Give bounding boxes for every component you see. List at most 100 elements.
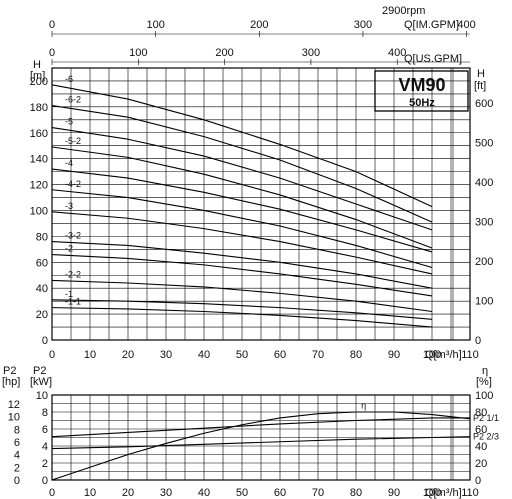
- imp-gpm-tick-label: 100: [146, 19, 164, 31]
- x-tick-label: 50: [236, 349, 248, 361]
- x-tick-label: 0: [49, 349, 55, 361]
- p2-hp-label: P2: [3, 365, 16, 377]
- x-tick-label: 80: [350, 487, 362, 499]
- p2-hp-unit: [hp]: [2, 376, 20, 388]
- x-tick-label: 40: [198, 349, 210, 361]
- top-axis-imp-label: Q[IM.GPM]: [404, 19, 459, 31]
- imp-gpm-tick-label: 400: [457, 19, 475, 31]
- y-tick-label: 120: [30, 180, 48, 192]
- eta-tick-label: 0: [475, 475, 481, 487]
- head-curve: [51, 307, 433, 328]
- hp-tick-label: 8: [14, 424, 20, 436]
- x-tick-label: 100: [423, 487, 441, 499]
- x-tick-label: 40: [198, 487, 210, 499]
- head-curve-label: -4-2: [65, 179, 81, 189]
- head-curve: [51, 146, 433, 249]
- eta-tick-label: 20: [475, 458, 487, 470]
- imp-gpm-tick-label: 300: [354, 19, 372, 31]
- kw-tick-label: 8: [42, 407, 48, 419]
- x-axis-label-lower: Q[m³/h]: [425, 487, 462, 499]
- x-tick-label: 70: [312, 349, 324, 361]
- us-gpm-tick-label: 100: [129, 47, 147, 59]
- head-curve-label: -1-1: [65, 297, 81, 307]
- head-curve-label: -6: [65, 74, 73, 84]
- x-axis-label-upper: Q[m³/h]: [425, 349, 462, 361]
- y-tick-label: 140: [30, 154, 48, 166]
- y-tick-label: 200: [30, 76, 48, 88]
- y-right-tick-label: 0: [475, 335, 481, 347]
- head-curve-label: -2: [65, 244, 73, 254]
- eta-tick-label: 100: [475, 390, 493, 402]
- eta-unit: [%]: [476, 376, 492, 388]
- hp-tick-label: 0: [14, 475, 20, 487]
- us-gpm-tick-label: 300: [302, 47, 320, 59]
- imp-gpm-tick-label: 0: [49, 19, 55, 31]
- x-tick-label: 90: [388, 487, 400, 499]
- kw-tick-label: 2: [42, 458, 48, 470]
- x-tick-label: 0: [49, 487, 55, 499]
- us-gpm-tick-label: 0: [49, 47, 55, 59]
- y-tick-label: 20: [36, 309, 48, 321]
- head-curve: [51, 84, 433, 208]
- us-gpm-tick-label: 400: [388, 47, 406, 59]
- kw-tick-label: 4: [42, 441, 48, 453]
- hp-tick-label: 6: [14, 437, 20, 449]
- top-axis-us-label: Q[US.GPM]: [404, 53, 462, 65]
- y-right-label: H: [477, 68, 485, 80]
- head-curve-label: -5: [65, 117, 73, 127]
- x-tick-label: 30: [160, 349, 172, 361]
- eta-tick-label: 40: [475, 441, 487, 453]
- head-curve-label: -3-2: [65, 231, 81, 241]
- y-tick-label: 160: [30, 128, 48, 140]
- p2-kw-label: P2: [33, 365, 46, 377]
- head-curve-label: -1: [65, 289, 73, 299]
- power-curve: [51, 436, 471, 450]
- y-right-tick-label: 500: [475, 138, 493, 150]
- head-curve: [51, 127, 433, 231]
- x-tick-label: 10: [84, 349, 96, 361]
- chart-subtitle: 50Hz: [409, 97, 435, 109]
- head-curve: [51, 279, 433, 313]
- y-tick-label: 100: [30, 205, 48, 217]
- y-right-tick-label: 200: [475, 256, 493, 268]
- hp-tick-label: 12: [8, 399, 20, 411]
- power-chart-frame: [51, 394, 471, 481]
- head-chart-frame: [51, 67, 471, 341]
- kw-tick-label: 6: [42, 424, 48, 436]
- y-right-unit: [ft]: [474, 80, 486, 92]
- head-curve-label: -6-2: [65, 95, 81, 105]
- x-tick-label: 110: [461, 349, 479, 361]
- x-tick-label: 10: [84, 487, 96, 499]
- chart-title: VM90: [398, 75, 445, 95]
- y-right-tick-label: 100: [475, 296, 493, 308]
- series-label: P2 1/1: [473, 413, 499, 423]
- power-curve: [51, 417, 470, 438]
- eta-tick-label: 60: [475, 424, 487, 436]
- y-left-label: H: [33, 59, 41, 71]
- eta-tick-label: 80: [475, 407, 487, 419]
- p2-kw-unit: [kW]: [30, 376, 52, 388]
- x-tick-label: 80: [350, 349, 362, 361]
- y-right-tick-label: 400: [475, 177, 493, 189]
- hp-tick-label: 4: [14, 450, 20, 462]
- head-curve: [51, 168, 433, 253]
- y-tick-label: 40: [36, 283, 48, 295]
- head-curve-label: -3: [65, 201, 73, 211]
- y-right-tick-label: 600: [475, 98, 493, 110]
- x-tick-label: 20: [122, 349, 134, 361]
- hp-tick-label: 10: [8, 412, 20, 424]
- x-tick-label: 70: [312, 487, 324, 499]
- head-curve-label: -2-2: [65, 269, 81, 279]
- kw-tick-label: 0: [42, 475, 48, 487]
- y-tick-label: 180: [30, 102, 48, 114]
- x-tick-label: 20: [122, 487, 134, 499]
- series-label: P2 2/3: [473, 432, 499, 442]
- y-left-unit: [m]: [30, 70, 45, 82]
- x-tick-label: 60: [274, 487, 286, 499]
- series-label: η: [361, 401, 366, 411]
- kw-tick-label: 10: [36, 390, 48, 402]
- head-curve: [51, 241, 433, 289]
- us-gpm-tick-label: 200: [215, 47, 233, 59]
